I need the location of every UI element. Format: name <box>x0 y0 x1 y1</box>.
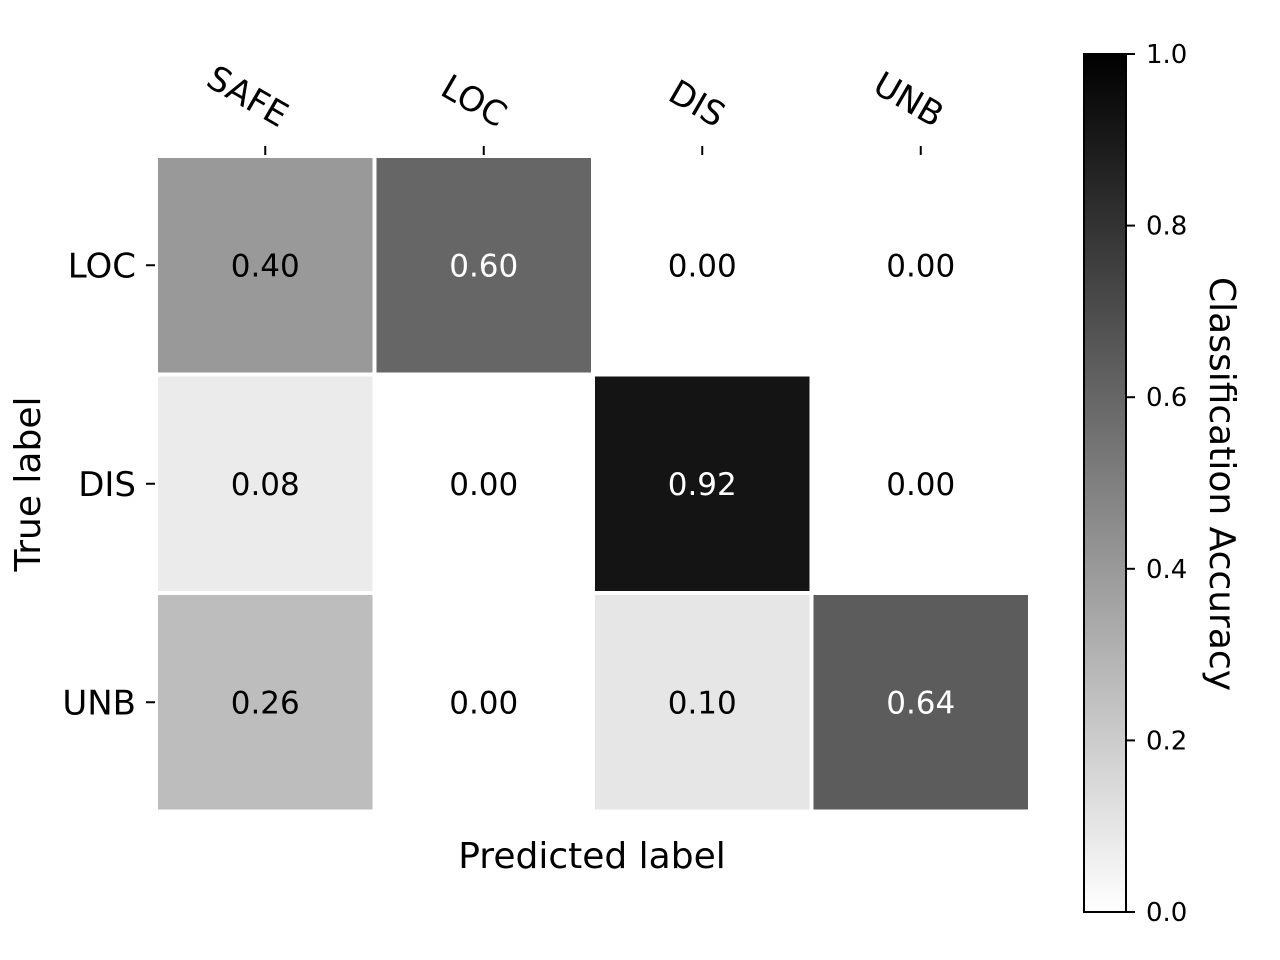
cell-value-label: 0.92 <box>668 467 737 503</box>
x-axis-label: Predicted label <box>458 836 726 877</box>
cell-value-label: 0.60 <box>449 248 518 284</box>
x-tick-label: SAFE <box>200 58 295 136</box>
heatmap-cell <box>376 595 591 810</box>
cell-value-label: 0.00 <box>449 467 518 503</box>
y-tick-label: DIS <box>78 465 136 505</box>
heatmap-cell <box>376 376 591 591</box>
colorbar-tick-label: 0.8 <box>1146 212 1187 242</box>
cell-value-label: 0.64 <box>886 685 955 721</box>
colorbar-tick-label: 0.6 <box>1146 383 1187 413</box>
heatmap-cell <box>158 158 373 373</box>
cell-value-label: 0.00 <box>886 248 955 284</box>
colorbar-tick-label: 0.2 <box>1146 726 1187 756</box>
colorbar <box>1083 53 1127 913</box>
heatmap-cell <box>595 158 810 373</box>
cell-value-label: 0.08 <box>231 467 300 503</box>
colorbar-tick-label: 1.0 <box>1146 40 1187 70</box>
y-axis-ticks: LOC DIS UNB <box>62 246 155 723</box>
heatmap-cell <box>158 376 373 591</box>
y-tick-label: LOC <box>68 246 136 286</box>
cell-value-label: 0.00 <box>449 685 518 721</box>
cell-value-label: 0.40 <box>231 248 300 284</box>
heatmap-cell <box>376 158 591 373</box>
heatmap-cell <box>158 595 373 810</box>
x-tick-label: LOC <box>434 67 513 136</box>
cell-value-label: 0.26 <box>231 685 300 721</box>
heatmap-cell <box>813 595 1028 810</box>
colorbar-tick-label: 0.4 <box>1146 555 1187 585</box>
heatmap-cells: 0.40 0.60 0.00 0.00 0.08 0.00 0.92 0.00 0.26 0.00… <box>158 158 1028 810</box>
cell-value-label: 0.00 <box>886 467 955 503</box>
cell-value-label: 0.10 <box>668 685 737 721</box>
x-axis-ticks: SAFE LOC DIS UNB <box>200 58 950 155</box>
colorbar-ticks: 0.0 0.2 0.4 0.6 0.8 1.0 <box>1126 40 1187 928</box>
x-tick-label: DIS <box>662 72 732 136</box>
heatmap-cell <box>813 158 1028 373</box>
y-axis-label: True label <box>8 397 49 573</box>
heatmap-cell <box>595 595 810 810</box>
colorbar-tick-label: 0.0 <box>1146 898 1187 928</box>
cell-value-label: 0.00 <box>668 248 737 284</box>
colorbar-label: Classification Accuracy <box>1201 277 1242 691</box>
heatmap-cell <box>813 376 1028 591</box>
y-tick-label: UNB <box>62 683 136 723</box>
heatmap-cell <box>595 376 810 591</box>
x-tick-label: UNB <box>866 64 950 135</box>
